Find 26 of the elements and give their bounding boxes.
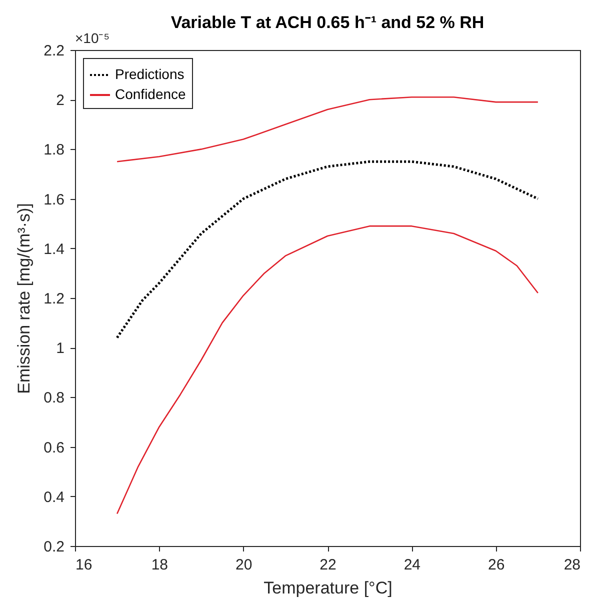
y-tick-label: 0.2 (44, 538, 64, 556)
x-tick-label: 28 (564, 556, 580, 574)
y-tick-label: 0.6 (44, 439, 64, 456)
x-axis-title: Temperature [°C] (264, 578, 392, 598)
y-tick-label: 2 (56, 92, 64, 110)
legend-label: Predictions (115, 66, 184, 82)
y-tick-label: 2.2 (44, 42, 64, 60)
y-tick-label: 0.4 (44, 488, 64, 506)
y-tick-label: 0.8 (44, 390, 64, 407)
line-series (116, 225, 539, 514)
x-tick-label: 16 (76, 556, 92, 574)
y-tick-label: 1.4 (44, 240, 64, 258)
y-tick-label: 1 (56, 340, 64, 358)
line-series (116, 160, 540, 339)
y-tick-label: 1.8 (44, 142, 64, 159)
y-axis-title: Emission rate [mg/(m³·s)] (14, 203, 34, 394)
x-tick-label: 26 (488, 556, 505, 574)
x-tick-label: 22 (320, 556, 336, 574)
text: ×10⁻⁵ (75, 30, 110, 46)
y-tick-label: 1.6 (44, 191, 64, 208)
legend-label: Confidence (115, 86, 186, 102)
x-tick-label: 24 (404, 556, 421, 574)
x-tick-label: 18 (151, 556, 168, 574)
chart-title: Variable T at ACH 0.65 h⁻¹ and 52 % RH (170, 13, 484, 32)
y-tick-label: 1.2 (44, 290, 64, 308)
x-tick-label: 20 (235, 556, 252, 574)
